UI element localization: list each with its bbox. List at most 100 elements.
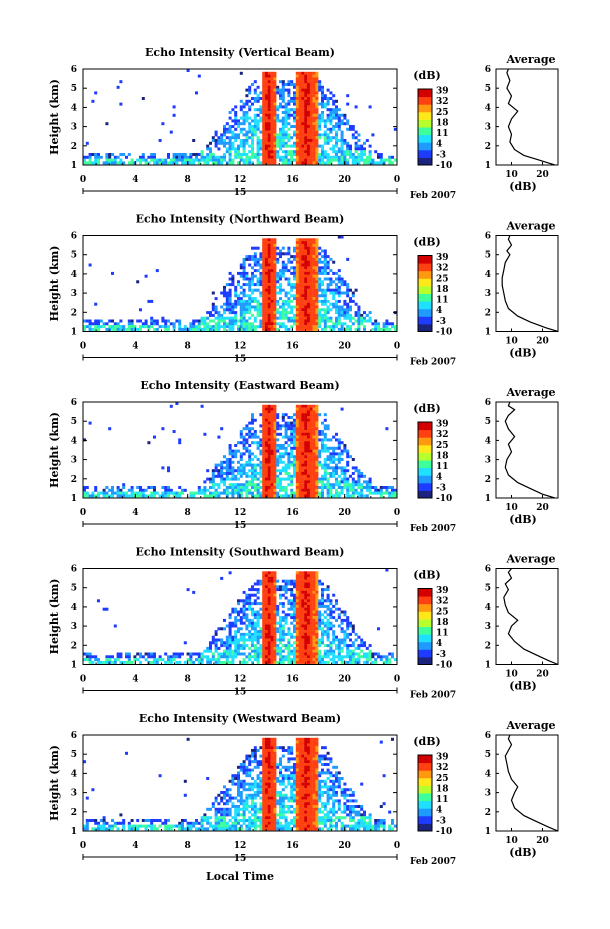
profile-y-tick: 5 (485, 84, 491, 94)
y-axis-label: Height (km) (48, 79, 61, 155)
colorbar-tick: -3 (436, 150, 446, 160)
y-tick-label: 1 (71, 661, 77, 671)
day-label: 15 (234, 854, 247, 864)
y-tick-label: 1 (71, 161, 77, 171)
colorbar-tick: 39 (436, 753, 449, 763)
colorbar-tick: 25 (436, 108, 449, 118)
heatmap-cells (83, 568, 397, 664)
y-tick-label: 6 (71, 565, 77, 575)
y-tick-label: 5 (71, 417, 77, 427)
profile-line (504, 401, 556, 499)
colorbar-tick: 4 (436, 639, 442, 649)
profile-x-tick: 10 (505, 337, 518, 347)
profile-y-tick: 2 (485, 308, 491, 318)
panel-title: Echo Intensity (Northward Beam) (136, 213, 345, 226)
profile-x-tick: 20 (536, 503, 549, 513)
day-label: 15 (234, 521, 247, 531)
average-profile: Average 1 2 3 4 5 6 10 20(dB) (485, 553, 559, 693)
colorbar-tick: -10 (436, 661, 452, 671)
x-tick-label: 8 (185, 508, 191, 518)
x-tick-label: 8 (185, 175, 191, 185)
profile-line (506, 68, 556, 166)
profile-y-tick: 1 (485, 661, 491, 671)
profile-y-tick: 2 (485, 641, 491, 651)
profile-x-label: (dB) (509, 846, 536, 859)
x-tick-label: 4 (132, 508, 138, 518)
average-profile: Average 1 2 3 4 5 6 10 20(dB) (485, 719, 559, 859)
profile-x-tick: 20 (536, 836, 549, 846)
colorbar-tick: -10 (436, 494, 452, 504)
date-label: Feb 2007 (410, 358, 456, 368)
profile-y-tick: 6 (485, 565, 491, 575)
profile-y-tick: 3 (485, 789, 491, 799)
x-tick-label: 12 (234, 675, 247, 685)
y-tick-label: 3 (71, 123, 77, 133)
colorbar-tick: 39 (436, 253, 449, 263)
panel-3: Echo Intensity (Eastward Beam)123456Heig… (48, 379, 559, 534)
x-tick-label: 4 (132, 175, 138, 185)
colorbar-tick: 25 (436, 274, 449, 284)
colorbar-unit: (dB) (413, 69, 440, 82)
panel-title: Echo Intensity (Southward Beam) (136, 546, 345, 559)
x-tick-label: 0 (394, 175, 400, 185)
x-tick-label: 20 (338, 841, 351, 851)
colorbar-tick: 25 (436, 441, 449, 451)
y-tick-label: 5 (71, 84, 77, 94)
x-tick-label: 0 (80, 841, 86, 851)
y-tick-label: 5 (71, 251, 77, 261)
profile-title: Average (505, 220, 555, 233)
profile-x-label: (dB) (509, 513, 536, 526)
colorbar-tick: 4 (436, 140, 442, 150)
colorbar-tick: 18 (436, 451, 449, 461)
profile-y-tick: 4 (485, 103, 491, 113)
colorbar-tick: 18 (436, 118, 449, 128)
panel-title: Echo Intensity (Westward Beam) (139, 712, 341, 725)
y-tick-label: 3 (71, 456, 77, 466)
date-label: Feb 2007 (410, 691, 456, 701)
x-axis-label: Local Time (206, 870, 274, 883)
profile-y-tick: 4 (485, 270, 491, 280)
profile-y-tick: 1 (485, 827, 491, 837)
profile-y-tick: 2 (485, 142, 491, 152)
colorbar-tick: 4 (436, 473, 442, 483)
x-tick-label: 0 (394, 508, 400, 518)
y-axis-label: Height (km) (48, 745, 61, 821)
y-axis-label: Height (km) (48, 246, 61, 322)
profile-title: Average (505, 386, 555, 399)
profile-x-tick: 10 (505, 170, 518, 180)
colorbar-tick: -10 (436, 827, 452, 837)
y-tick-label: 1 (71, 494, 77, 504)
y-axis-label: Height (km) (48, 412, 61, 488)
colorbar-unit: (dB) (413, 236, 440, 249)
profile-y-tick: 4 (485, 436, 491, 446)
x-tick-label: 16 (286, 175, 299, 185)
y-tick-label: 3 (71, 789, 77, 799)
y-tick-label: 6 (71, 232, 77, 242)
colorbar-tick: -3 (436, 650, 446, 660)
y-tick-label: 2 (71, 308, 77, 318)
profile-y-tick: 3 (485, 622, 491, 632)
profile-y-tick: 1 (485, 161, 491, 171)
profile-x-tick: 20 (536, 170, 549, 180)
colorbar-tick: 39 (436, 87, 449, 97)
y-tick-label: 3 (71, 289, 77, 299)
colorbar-tick: 39 (436, 586, 449, 596)
x-tick-label: 8 (185, 675, 191, 685)
x-tick-label: 12 (234, 175, 247, 185)
profile-title: Average (505, 719, 555, 732)
x-tick-label: 0 (80, 175, 86, 185)
profile-y-tick: 1 (485, 328, 491, 338)
profile-x-tick: 20 (536, 670, 549, 680)
profile-y-tick: 3 (485, 456, 491, 466)
profile-y-tick: 5 (485, 251, 491, 261)
profile-x-tick: 20 (536, 337, 549, 347)
x-tick-label: 16 (286, 675, 299, 685)
x-tick-label: 12 (234, 841, 247, 851)
x-tick-label: 12 (234, 508, 247, 518)
y-axis-label: Height (km) (48, 579, 61, 655)
colorbar-tick: -10 (436, 328, 452, 338)
y-tick-label: 4 (71, 436, 77, 446)
colorbar-tick: 25 (436, 774, 449, 784)
panel-2: Echo Intensity (Northward Beam) 1 2 3 4 5 6 Hei… (48, 213, 559, 368)
